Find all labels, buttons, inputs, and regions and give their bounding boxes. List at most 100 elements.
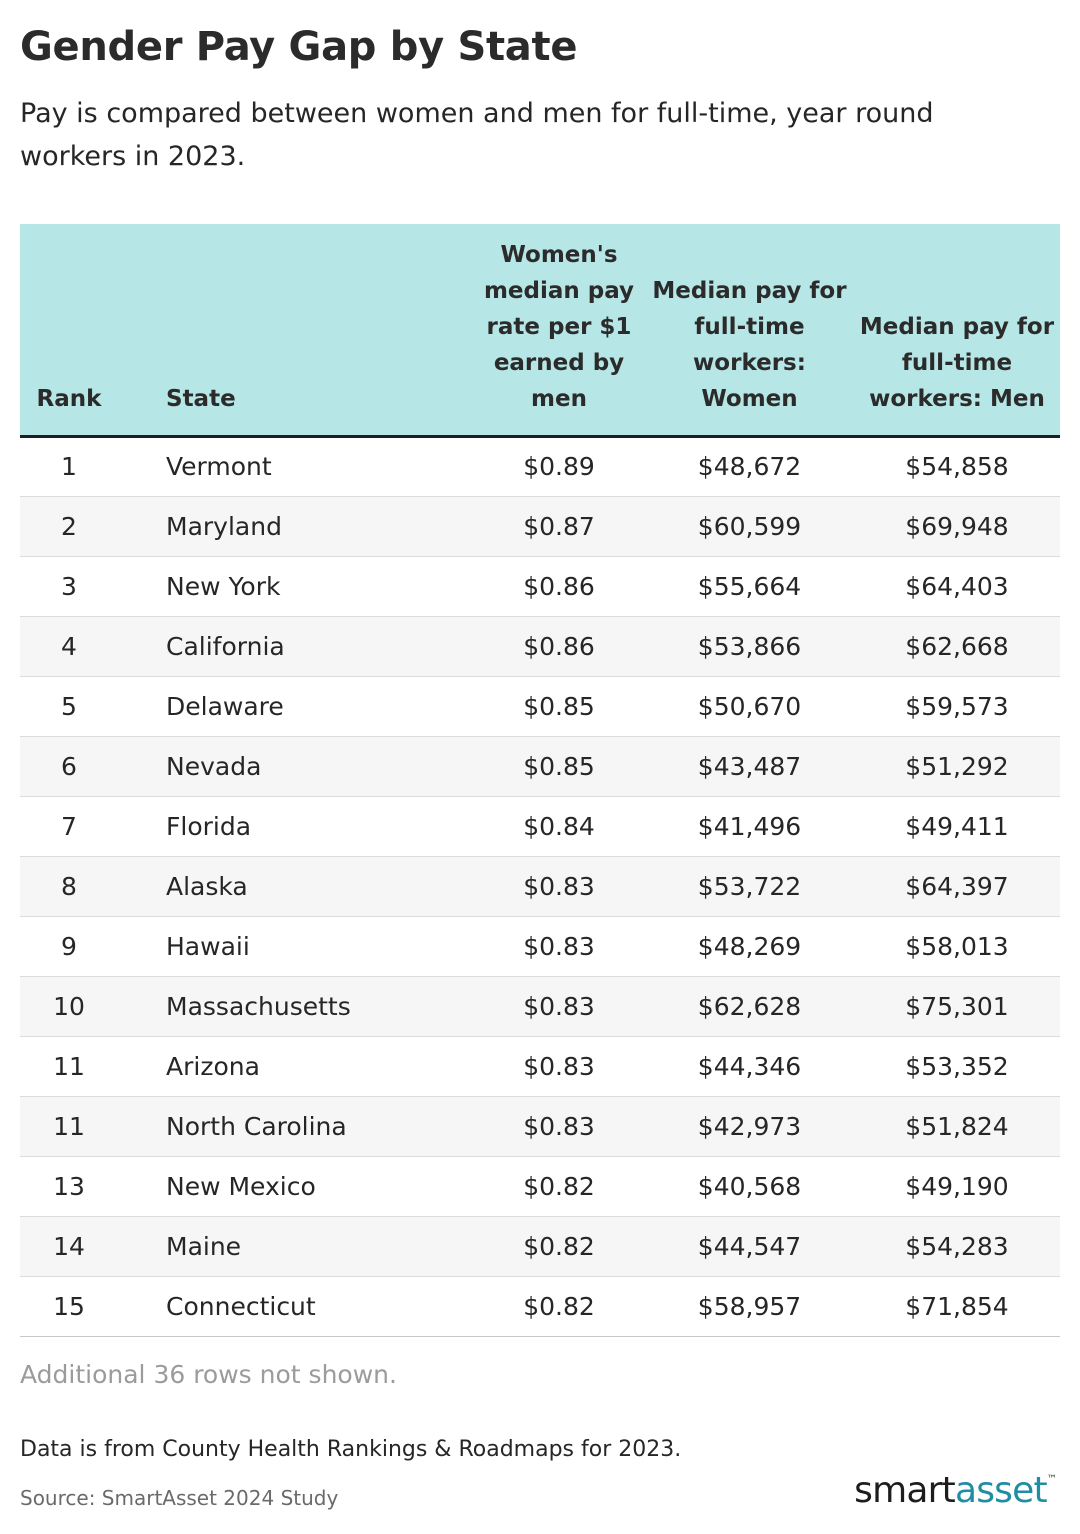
table-row: 7 Florida $0.84 $41,496 $49,411 bbox=[20, 796, 1060, 857]
cell-men-pay: $49,411 bbox=[854, 796, 1060, 857]
table-row: 8 Alaska $0.83 $53,722 $64,397 bbox=[20, 856, 1060, 917]
table-header-row: Rank State Women's median pay rate per $… bbox=[20, 224, 1060, 438]
cell-women-pay: $53,866 bbox=[645, 616, 854, 677]
cell-men-pay: $59,573 bbox=[854, 676, 1060, 737]
cell-state: Nevada bbox=[118, 736, 473, 797]
cell-rank: 5 bbox=[20, 676, 118, 737]
page-title: Gender Pay Gap by State bbox=[20, 24, 578, 70]
cell-men-pay: $62,668 bbox=[854, 616, 1060, 677]
cell-state: Arizona bbox=[118, 1036, 473, 1097]
column-header-women-pay[interactable]: Median pay for full-time workers: Women bbox=[645, 224, 854, 438]
cell-pay-rate: $0.83 bbox=[473, 916, 645, 977]
logo-text-asset: asset bbox=[954, 1470, 1048, 1511]
pay-gap-table: Rank State Women's median pay rate per $… bbox=[20, 224, 1060, 1337]
cell-state: Alaska bbox=[118, 856, 473, 917]
cell-pay-rate: $0.89 bbox=[473, 436, 645, 497]
cell-men-pay: $58,013 bbox=[854, 916, 1060, 977]
cell-state: Hawaii bbox=[118, 916, 473, 977]
rows-hidden-note: Additional 36 rows not shown. bbox=[20, 1360, 397, 1389]
cell-rank: 10 bbox=[20, 976, 118, 1037]
cell-rank: 11 bbox=[20, 1096, 118, 1157]
cell-state: Connecticut bbox=[118, 1276, 473, 1337]
cell-pay-rate: $0.86 bbox=[473, 616, 645, 677]
table-row: 3 New York $0.86 $55,664 $64,403 bbox=[20, 556, 1060, 617]
column-header-men-pay[interactable]: Median pay for full-time workers: Men bbox=[854, 224, 1060, 438]
cell-women-pay: $40,568 bbox=[645, 1156, 854, 1217]
cell-women-pay: $44,547 bbox=[645, 1216, 854, 1277]
table-row: 10 Massachusetts $0.83 $62,628 $75,301 bbox=[20, 976, 1060, 1037]
cell-women-pay: $41,496 bbox=[645, 796, 854, 857]
column-header-pay-rate[interactable]: Women's median pay rate per $1 earned by… bbox=[473, 224, 645, 438]
data-table-container: Rank State Women's median pay rate per $… bbox=[20, 224, 1060, 1337]
table-row: 4 California $0.86 $53,866 $62,668 bbox=[20, 616, 1060, 677]
cell-state: New Mexico bbox=[118, 1156, 473, 1217]
cell-pay-rate: $0.83 bbox=[473, 856, 645, 917]
cell-men-pay: $51,824 bbox=[854, 1096, 1060, 1157]
cell-men-pay: $64,403 bbox=[854, 556, 1060, 617]
cell-women-pay: $55,664 bbox=[645, 556, 854, 617]
cell-rank: 11 bbox=[20, 1036, 118, 1097]
cell-pay-rate: $0.82 bbox=[473, 1276, 645, 1337]
cell-state: New York bbox=[118, 556, 473, 617]
cell-men-pay: $71,854 bbox=[854, 1276, 1060, 1337]
cell-women-pay: $50,670 bbox=[645, 676, 854, 737]
cell-men-pay: $64,397 bbox=[854, 856, 1060, 917]
cell-rank: 8 bbox=[20, 856, 118, 917]
cell-women-pay: $43,487 bbox=[645, 736, 854, 797]
cell-women-pay: $62,628 bbox=[645, 976, 854, 1037]
cell-pay-rate: $0.85 bbox=[473, 736, 645, 797]
cell-women-pay: $60,599 bbox=[645, 496, 854, 557]
cell-women-pay: $53,722 bbox=[645, 856, 854, 917]
source-credit: Source: SmartAsset 2024 Study bbox=[20, 1486, 339, 1510]
table-row: 9 Hawaii $0.83 $48,269 $58,013 bbox=[20, 916, 1060, 977]
smartasset-logo: smartasset™ bbox=[854, 1470, 1057, 1511]
table-row: 6 Nevada $0.85 $43,487 $51,292 bbox=[20, 736, 1060, 797]
column-header-state[interactable]: State bbox=[118, 224, 473, 438]
logo-text-smart: smart bbox=[854, 1470, 956, 1511]
table-row: 15 Connecticut $0.82 $58,957 $71,854 bbox=[20, 1276, 1060, 1337]
logo-trademark: ™ bbox=[1046, 1474, 1057, 1485]
cell-state: North Carolina bbox=[118, 1096, 473, 1157]
table-body: 1 Vermont $0.89 $48,672 $54,858 2 Maryland $0.8… bbox=[20, 436, 1060, 1337]
cell-pay-rate: $0.85 bbox=[473, 676, 645, 737]
cell-pay-rate: $0.83 bbox=[473, 976, 645, 1037]
cell-pay-rate: $0.84 bbox=[473, 796, 645, 857]
cell-pay-rate: $0.82 bbox=[473, 1156, 645, 1217]
cell-state: Florida bbox=[118, 796, 473, 857]
cell-rank: 3 bbox=[20, 556, 118, 617]
cell-men-pay: $53,352 bbox=[854, 1036, 1060, 1097]
cell-rank: 15 bbox=[20, 1276, 118, 1337]
cell-rank: 2 bbox=[20, 496, 118, 557]
cell-men-pay: $69,948 bbox=[854, 496, 1060, 557]
cell-state: Maine bbox=[118, 1216, 473, 1277]
table-row: 11 Arizona $0.83 $44,346 $53,352 bbox=[20, 1036, 1060, 1097]
cell-men-pay: $49,190 bbox=[854, 1156, 1060, 1217]
cell-rank: 9 bbox=[20, 916, 118, 977]
cell-state: Vermont bbox=[118, 436, 473, 497]
cell-women-pay: $48,269 bbox=[645, 916, 854, 977]
table-row: 14 Maine $0.82 $44,547 $54,283 bbox=[20, 1216, 1060, 1277]
cell-men-pay: $54,858 bbox=[854, 436, 1060, 497]
column-header-rank[interactable]: Rank bbox=[20, 224, 118, 438]
cell-state: California bbox=[118, 616, 473, 677]
cell-women-pay: $44,346 bbox=[645, 1036, 854, 1097]
cell-men-pay: $51,292 bbox=[854, 736, 1060, 797]
cell-women-pay: $42,973 bbox=[645, 1096, 854, 1157]
cell-rank: 14 bbox=[20, 1216, 118, 1277]
cell-men-pay: $54,283 bbox=[854, 1216, 1060, 1277]
cell-women-pay: $48,672 bbox=[645, 436, 854, 497]
cell-men-pay: $75,301 bbox=[854, 976, 1060, 1037]
page-subtitle: Pay is compared between women and men fo… bbox=[20, 98, 934, 172]
cell-rank: 13 bbox=[20, 1156, 118, 1217]
table-row: 11 North Carolina $0.83 $42,973 $51,824 bbox=[20, 1096, 1060, 1157]
cell-state: Delaware bbox=[118, 676, 473, 737]
data-source-note: Data is from County Health Rankings & Ro… bbox=[20, 1437, 682, 1462]
cell-rank: 7 bbox=[20, 796, 118, 857]
cell-pay-rate: $0.83 bbox=[473, 1096, 645, 1157]
cell-pay-rate: $0.82 bbox=[473, 1216, 645, 1277]
table-row: 13 New Mexico $0.82 $40,568 $49,190 bbox=[20, 1156, 1060, 1217]
cell-pay-rate: $0.83 bbox=[473, 1036, 645, 1097]
table-row: 1 Vermont $0.89 $48,672 $54,858 bbox=[20, 436, 1060, 497]
cell-rank: 1 bbox=[20, 436, 118, 497]
cell-state: Massachusetts bbox=[118, 976, 473, 1037]
